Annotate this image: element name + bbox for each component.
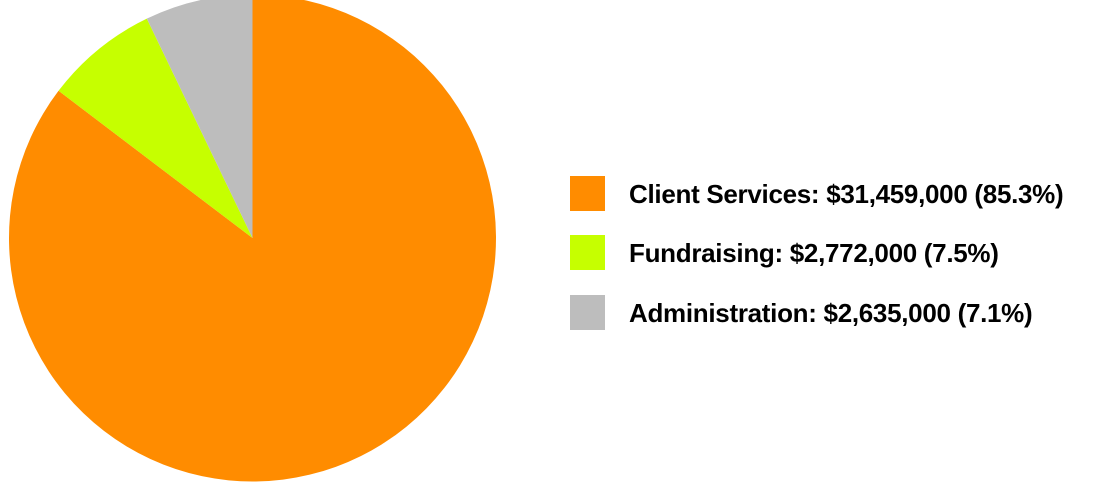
pie-slice-client-services [9,0,496,482]
legend-label-client-services: Client Services: $31,459,000 (85.3%) [629,179,1063,209]
legend-swatch-administration [570,295,605,330]
legend-swatch-fundraising [570,235,605,270]
pie-slice-administration [146,0,253,238]
legend-label-fundraising: Fundraising: $2,772,000 (7.5%) [629,238,999,268]
legend: Client Services: $31,459,000 (85.3%) Fun… [570,176,1064,330]
legend-item-client-services: Client Services: $31,459,000 (85.3%) [570,176,1064,211]
legend-swatch-client-services [570,176,605,211]
legend-item-fundraising: Fundraising: $2,772,000 (7.5%) [570,235,999,270]
pie-slices [9,0,496,482]
legend-item-administration: Administration: $2,635,000 (7.1%) [570,295,1033,330]
legend-label-administration: Administration: $2,635,000 (7.1%) [629,298,1032,328]
pie-slice-fundraising [58,18,253,238]
